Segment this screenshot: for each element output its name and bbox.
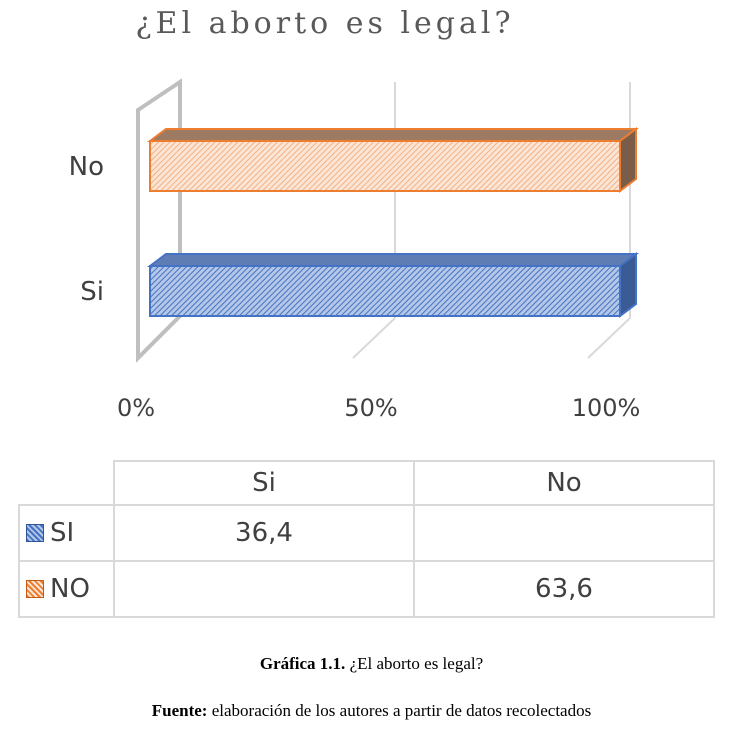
x-tick-label: 0% [117,394,155,422]
legend-label-si: SI [50,518,75,548]
table-header-si: Si [113,460,415,506]
chart: ¿El aborto es legal? No Si 0% 50% 100% [69,6,641,422]
table-header-row: Si No [19,460,715,506]
figure-caption-text: ¿El aborto es legal? [349,654,484,673]
data-table: Si No SI 36,4 NO 63,6 [18,460,715,618]
legend-key-si: SI [18,504,115,562]
bar-side-no [619,127,637,193]
figure-caption: Gráfica 1.1. ¿El aborto es legal? [0,654,743,674]
legend-swatch-si [26,524,44,542]
gridline-floor [587,317,631,359]
x-tick-label: 50% [344,394,397,422]
legend-key-no: NO [18,560,115,618]
table-row-si: SI 36,4 [18,504,715,562]
table-cell [113,560,415,618]
legend-swatch-no [26,580,44,598]
gridline-floor [352,317,396,359]
figure-source: Fuente: elaboración de los autores a par… [0,701,743,721]
category-label-si: Si [80,277,104,307]
figure-caption-label: Gráfica 1.1. [259,654,346,673]
chart-title: ¿El aborto es legal? [135,6,514,41]
table-header-no: No [413,460,715,506]
bar-side-si [619,252,637,318]
bar-top-si [147,253,639,267]
x-tick-label: 100% [572,394,641,422]
figure-source-label: Fuente: [151,701,208,720]
category-label-no: No [69,152,104,182]
table-cell [413,504,715,562]
bar-si [149,265,621,317]
legend-label-no: NO [50,574,90,604]
table-cell: 63,6 [413,560,715,618]
bar-top-no [147,128,639,142]
table-row-no: NO 63,6 [18,560,715,618]
bar-no [149,140,621,192]
table-cell: 36,4 [113,504,415,562]
table-corner [19,461,115,506]
figure-source-text: elaboración de los autores a partir de d… [211,701,592,720]
